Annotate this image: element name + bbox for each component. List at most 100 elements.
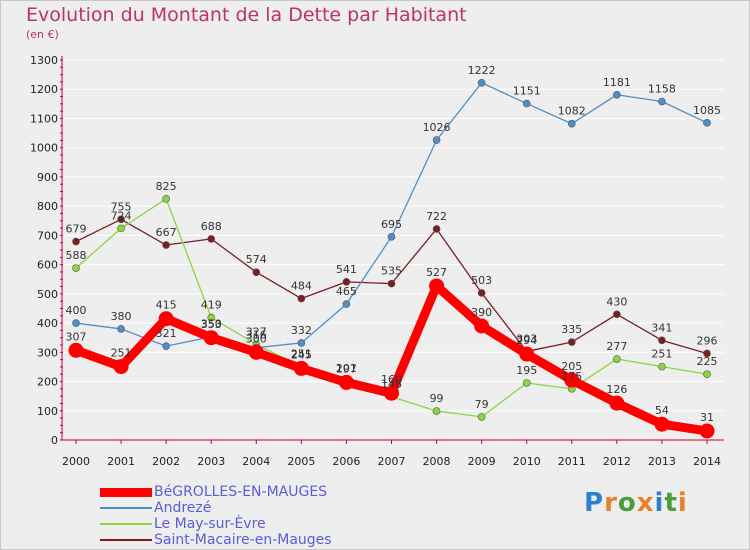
- data-label: 825: [156, 180, 177, 193]
- logo-letter: r: [604, 488, 618, 518]
- data-label: 380: [111, 310, 132, 323]
- legend-label: BéGROLLES-EN-MAUGES: [154, 484, 328, 500]
- data-point: [613, 310, 621, 319]
- data-label: 307: [66, 330, 87, 343]
- data-point: [113, 359, 129, 375]
- legend-label: Le May-sur-Èvre: [154, 516, 266, 532]
- y-tick-label: 700: [37, 229, 58, 242]
- data-label: 679: [66, 223, 87, 236]
- data-label: 724: [111, 209, 132, 222]
- data-label: 430: [606, 295, 627, 308]
- data-point: [703, 119, 711, 127]
- data-point: [703, 349, 711, 358]
- logo-letter: x: [636, 488, 655, 518]
- legend-item: Le May-sur-Èvre: [100, 516, 440, 532]
- data-point: [297, 294, 306, 303]
- legend-swatch: [100, 539, 152, 541]
- data-label: 688: [201, 220, 222, 233]
- data-label: 54: [655, 404, 669, 417]
- y-tick-label: 900: [37, 171, 58, 184]
- data-label: 1181: [603, 76, 631, 89]
- legend-item: Saint-Macaire-en-Mauges: [100, 532, 440, 548]
- data-point: [252, 268, 261, 277]
- x-tick-label: 2010: [513, 455, 541, 468]
- data-label: 415: [156, 299, 177, 312]
- data-label: 79: [475, 398, 489, 411]
- data-point: [477, 79, 486, 87]
- y-tick-label: 1300: [30, 54, 58, 67]
- chart-title: Evolution du Montant de la Dette par Hab…: [26, 4, 467, 26]
- data-label: 400: [66, 304, 87, 317]
- x-tick-label: 2006: [332, 455, 360, 468]
- data-point: [564, 372, 580, 388]
- data-label: 195: [516, 364, 537, 377]
- data-label: 251: [111, 347, 132, 360]
- data-point: [293, 360, 309, 376]
- x-tick-label: 2002: [152, 455, 180, 468]
- data-label: 541: [336, 263, 357, 276]
- y-tick-label: 800: [37, 200, 58, 213]
- data-point: [342, 300, 351, 308]
- data-label: 321: [156, 327, 177, 340]
- data-label: 245: [291, 348, 312, 361]
- x-tick-label: 2012: [603, 455, 631, 468]
- data-point: [384, 385, 399, 401]
- series-layer: [68, 79, 715, 439]
- data-label: 294: [516, 334, 537, 347]
- chart-subtitle: (en €): [26, 28, 59, 41]
- data-point: [432, 407, 441, 415]
- data-point: [567, 119, 576, 128]
- data-point: [658, 362, 666, 371]
- x-tick-label: 2001: [107, 455, 135, 468]
- data-label: 251: [291, 348, 312, 361]
- proxiti-logo: Proxiti: [584, 488, 688, 518]
- data-label: 175: [561, 370, 582, 383]
- data-label: 303: [516, 332, 537, 345]
- data-label: 353: [201, 318, 222, 331]
- x-tick-label: 2014: [693, 455, 721, 468]
- data-point: [117, 224, 125, 233]
- data-label: 350: [201, 318, 222, 331]
- x-tick-label: 2008: [423, 455, 451, 468]
- legend-swatch: [100, 488, 152, 497]
- data-point: [338, 374, 354, 390]
- data-point: [117, 215, 125, 224]
- data-point: [387, 233, 396, 241]
- x-tick-label: 2004: [242, 455, 270, 468]
- x-tick-label: 2007: [378, 455, 406, 468]
- x-tick-label: 2011: [558, 455, 586, 468]
- data-point: [432, 225, 441, 233]
- data-label: 588: [66, 249, 87, 262]
- data-point: [117, 325, 125, 333]
- data-label: 419: [201, 299, 222, 312]
- data-label: 1151: [513, 85, 541, 98]
- data-label: 225: [697, 355, 718, 368]
- data-label: 503: [471, 274, 492, 287]
- data-point: [658, 336, 666, 345]
- data-label: 251: [651, 348, 672, 361]
- data-point: [613, 355, 621, 363]
- data-label: 341: [651, 321, 672, 334]
- data-label: 667: [156, 226, 177, 239]
- data-point: [248, 344, 264, 360]
- data-label-layer: 307 251 415 350 300 245 197 160 527 390 294 205 126 5…: [66, 64, 722, 424]
- data-point: [474, 318, 490, 334]
- legend-swatch: [100, 523, 152, 525]
- data-label: 205: [561, 360, 582, 373]
- y-tick-label: 1000: [30, 142, 58, 155]
- data-label: 31: [700, 411, 714, 424]
- axis-layer: 0 100 200 300 400 500 600 700 800 900 1000 1100 1200…: [30, 54, 724, 468]
- data-label: 755: [111, 200, 132, 213]
- x-tick-label: 2000: [62, 455, 90, 468]
- legend-swatch: [100, 507, 152, 509]
- data-label: 1222: [468, 64, 496, 77]
- data-label: 484: [291, 280, 312, 293]
- data-label: 335: [561, 323, 582, 336]
- logo-letter: t: [664, 488, 678, 518]
- y-tick-label: 300: [37, 346, 58, 359]
- data-label: 201: [336, 362, 357, 375]
- logo-letter: i: [654, 488, 665, 518]
- data-point: [609, 395, 625, 411]
